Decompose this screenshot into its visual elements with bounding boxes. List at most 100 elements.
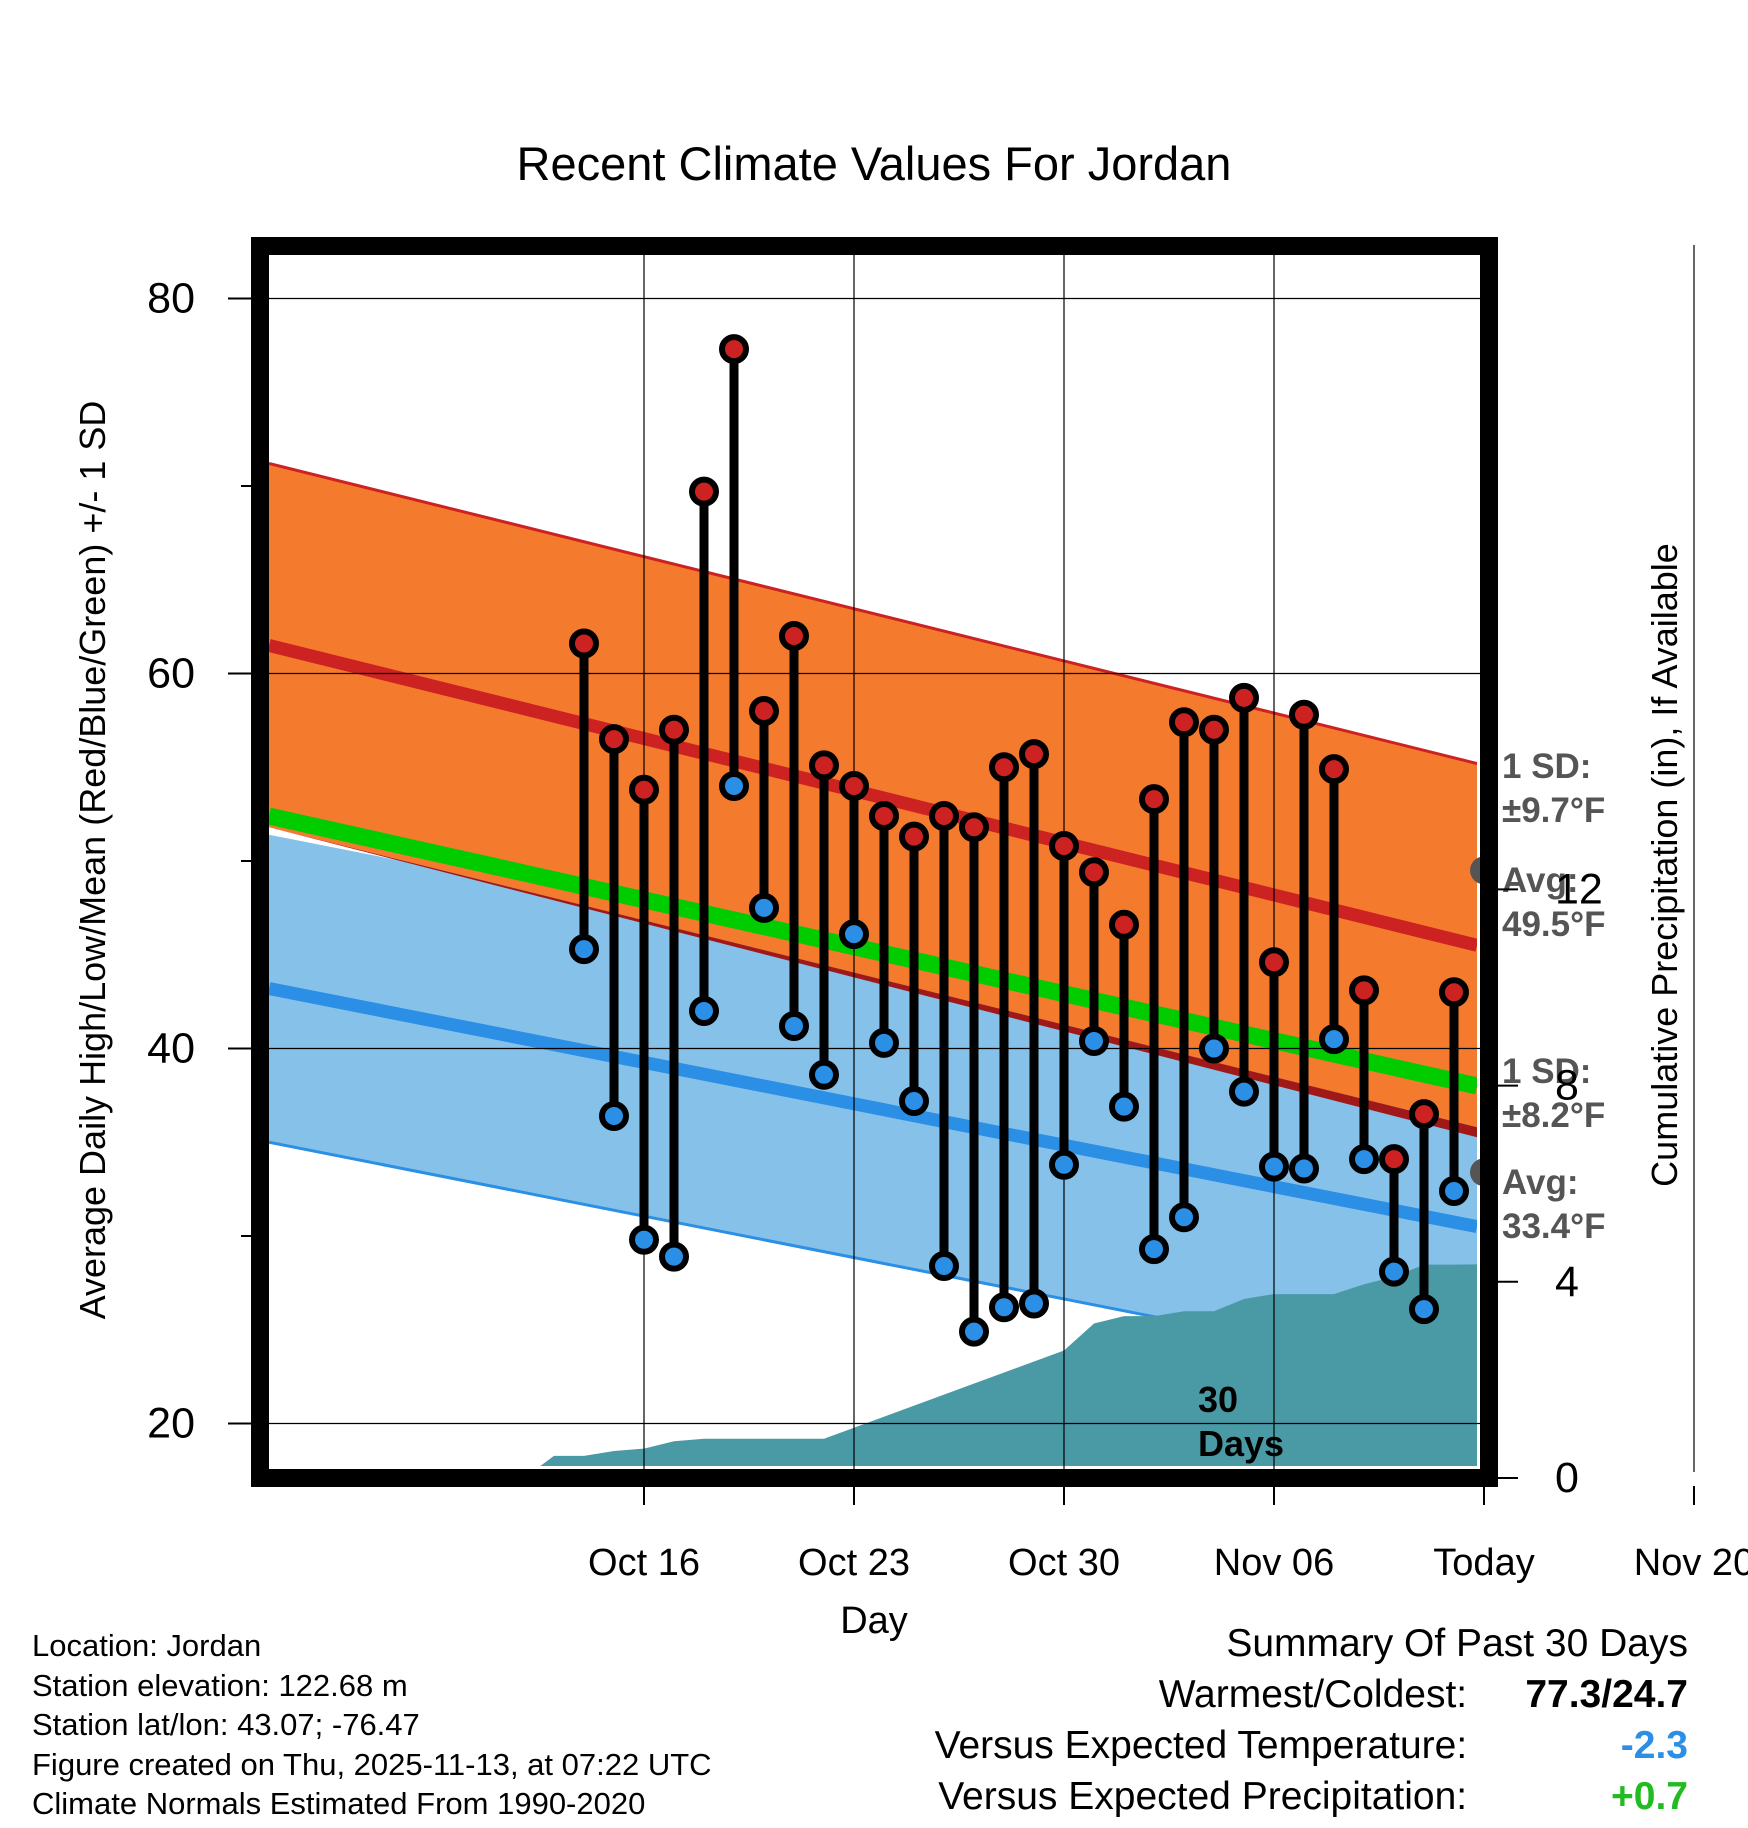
created-text: Figure created on Thu, 2025-11-13, at 07…	[32, 1746, 712, 1782]
daily-high-point	[779, 621, 809, 651]
daily-high-point	[839, 771, 869, 801]
daily-low-point	[1049, 1149, 1079, 1180]
summary-title: Summary Of Past 30 Days	[1226, 1622, 1688, 1665]
y-tick-label: 80	[147, 275, 195, 323]
daily-high-point	[569, 628, 599, 659]
precip-area	[374, 1262, 1477, 1466]
daily-low-point	[929, 1251, 959, 1281]
x-tick-label: Oct 16	[588, 1542, 700, 1584]
daily-low-point	[1169, 1202, 1199, 1233]
daily-low-point	[629, 1224, 659, 1255]
x-tick-label: Today	[1433, 1542, 1534, 1584]
daily-low-point	[1019, 1288, 1049, 1319]
y-tick-label: 20	[147, 1400, 195, 1448]
daily-low-point	[959, 1316, 989, 1347]
daily-high-point	[1289, 699, 1319, 730]
daily-high-point	[1379, 1144, 1409, 1175]
x-tick-label: Oct 30	[1008, 1542, 1120, 1584]
daily-high-point	[959, 812, 989, 843]
daily-high-point	[1229, 682, 1259, 713]
daily-high-point	[899, 821, 929, 852]
daily-low-point	[1259, 1151, 1289, 1182]
precip-anomaly-label: Versus Expected Precipitation:	[938, 1775, 1468, 1818]
daily-high-point	[1139, 784, 1169, 815]
y2-tick-label: 0	[1555, 1454, 1579, 1502]
daily-high-point	[1079, 857, 1109, 888]
window-days-number: 30	[1198, 1379, 1238, 1420]
daily-low-point	[599, 1101, 629, 1131]
daily-low-point	[1079, 1026, 1109, 1056]
daily-high-point	[989, 752, 1019, 783]
low-sd-value: ±8.2°F	[1502, 1096, 1605, 1135]
high-band-lower-edge	[269, 827, 1477, 1138]
daily-high-point	[749, 696, 779, 726]
daily-high-point	[1019, 739, 1049, 770]
daily-high-point	[1259, 947, 1289, 978]
daily-low-point	[1439, 1176, 1469, 1206]
daily-low-point	[989, 1292, 1019, 1323]
daily-high-point	[719, 334, 749, 365]
daily-high-point	[929, 801, 959, 831]
daily-high-point	[1199, 714, 1229, 745]
daily-low-point	[809, 1059, 839, 1090]
daily-low-point	[779, 1011, 809, 1041]
daily-high-point	[869, 801, 899, 831]
high-sd-label: 1 SD:	[1502, 747, 1591, 786]
y2-tick-label: 8	[1555, 1062, 1579, 1110]
summary-warmest-row: Warmest/Coldest: 77.3/24.7	[935, 1669, 1688, 1720]
summary-panel: Summary Of Past 30 Days Warmest/Coldest:…	[935, 1618, 1688, 1822]
x-tick-label: Oct 23	[798, 1542, 910, 1584]
y-tick-label: 60	[147, 650, 195, 698]
warmest-label: Warmest/Coldest:	[1158, 1673, 1468, 1716]
low-sd-label: 1 SD:	[1502, 1052, 1591, 1091]
daily-high-point	[1169, 707, 1199, 738]
daily-high-point	[599, 724, 629, 755]
daily-low-point	[569, 934, 599, 965]
daily-low-point	[1289, 1153, 1319, 1184]
elevation-text: Station elevation: 122.68 m	[32, 1667, 408, 1703]
axes: 1 SD: ±9.7°F Avg: 49.5°F 1 SD: ±8.2°F Avg: 33.4…	[147, 237, 1748, 1584]
y2-tick-label: 4	[1555, 1258, 1579, 1306]
daily-low-point	[1319, 1024, 1349, 1055]
daily-high-point	[809, 750, 839, 781]
daily-low-point	[1139, 1234, 1169, 1265]
daily-low-point	[1379, 1256, 1409, 1287]
daily-low-point	[719, 771, 749, 801]
daily-low-point	[1409, 1294, 1439, 1325]
location-text: Location: Jordan	[32, 1628, 262, 1663]
daily-low-point	[659, 1241, 689, 1272]
latlon-text: Station lat/lon: 43.07; -76.47	[32, 1707, 420, 1742]
daily-high-point	[1349, 975, 1379, 1006]
plot-frame	[251, 237, 1498, 1487]
y2-tick-label: 12	[1555, 865, 1603, 913]
daily-high-point	[1109, 909, 1139, 940]
y-tick-label: 40	[147, 1025, 195, 1073]
station-info: Location: Jordan Station elevation: 122.…	[32, 1626, 712, 1824]
daily-low-point	[899, 1086, 929, 1116]
warmest-value: 77.3/24.7	[1525, 1673, 1688, 1716]
plot-area	[269, 462, 1477, 1466]
low-avg-label: Avg:	[1502, 1163, 1578, 1202]
daily-high-point	[659, 714, 689, 745]
x-tick-label: Nov 06	[1214, 1542, 1334, 1584]
x-tick-label: Nov 20	[1634, 1542, 1748, 1584]
daily-low-point	[1229, 1076, 1259, 1107]
high-avg-value: 49.5°F	[1502, 905, 1606, 944]
daily-high-point	[1319, 754, 1349, 785]
daily-high-point	[1439, 977, 1469, 1008]
high-sd-value: ±9.7°F	[1502, 791, 1605, 830]
normal-high-line	[269, 639, 1477, 952]
daily-low-point	[1109, 1091, 1139, 1122]
daily-low-point	[869, 1027, 899, 1058]
series-group	[269, 462, 1477, 1466]
normals-text: Climate Normals Estimated From 1990-2020	[32, 1786, 646, 1821]
daily-high-point	[629, 774, 659, 805]
daily-low-point	[839, 919, 869, 950]
daily-low-point	[749, 892, 779, 923]
daily-low-point	[689, 996, 719, 1026]
y-axis-title: Average Daily High/Low/Mean (Red/Blue/Gr…	[72, 401, 113, 1320]
high-band-upper-edge	[269, 462, 1477, 765]
daily-low-point	[1199, 1033, 1229, 1064]
daily-high-point	[689, 476, 719, 507]
